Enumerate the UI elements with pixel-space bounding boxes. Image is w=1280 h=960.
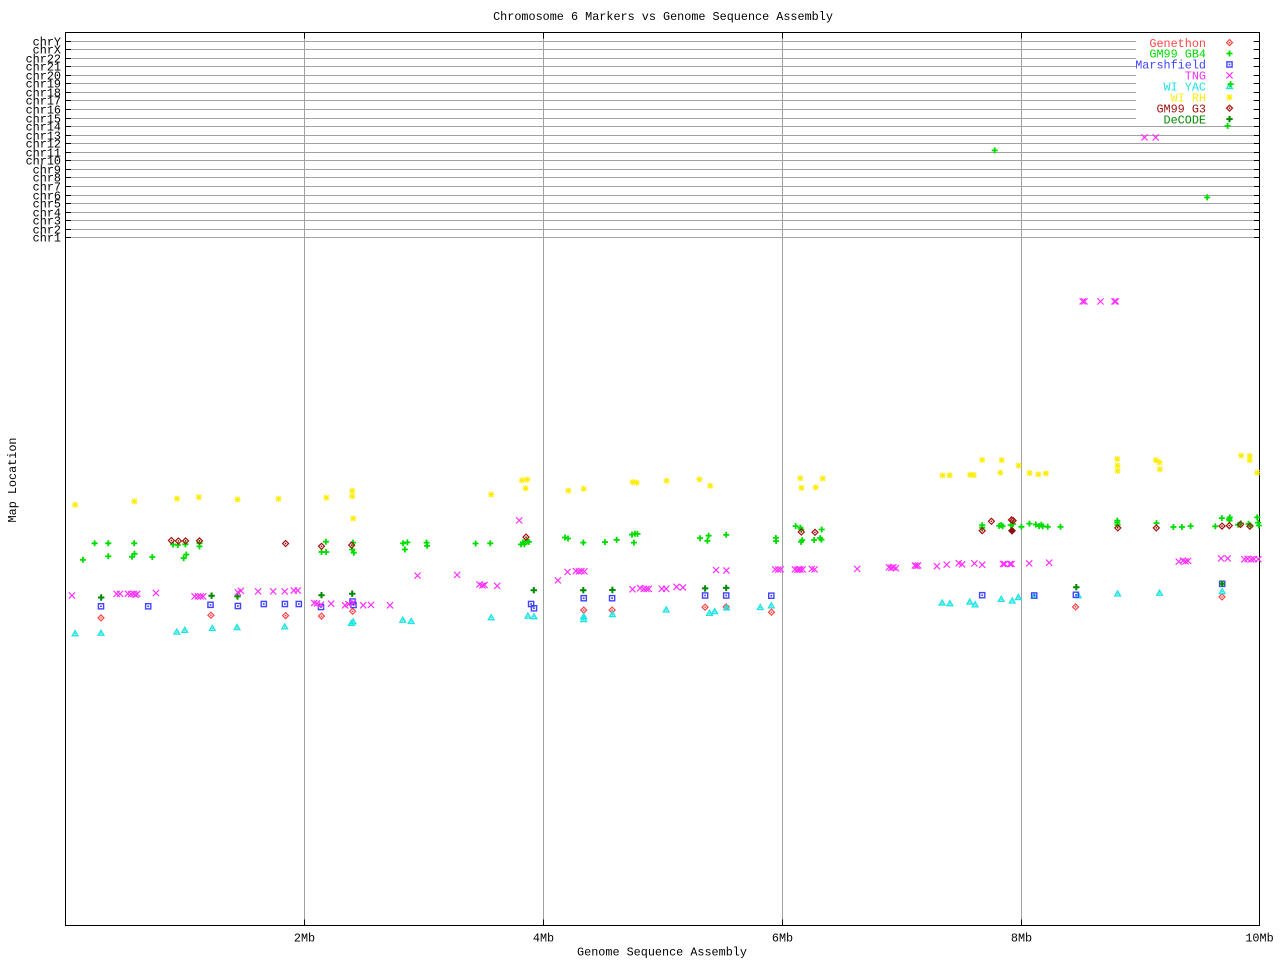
svg-text:Marshfield: Marshfield xyxy=(1135,59,1206,73)
svg-text:chr6: chr6 xyxy=(33,190,61,204)
svg-text:chr22: chr22 xyxy=(26,53,61,67)
svg-text:chr15: chr15 xyxy=(26,113,61,127)
svg-text:WI YAC: WI YAC xyxy=(1164,81,1206,95)
svg-text:chr10: chr10 xyxy=(26,155,61,169)
svg-text:2Mb: 2Mb xyxy=(294,932,315,946)
svg-text:chr3: chr3 xyxy=(33,215,61,229)
svg-text:8Mb: 8Mb xyxy=(1011,932,1032,946)
svg-text:chr2: chr2 xyxy=(33,224,61,238)
svg-text:chrY: chrY xyxy=(33,36,61,50)
svg-text:chr21: chr21 xyxy=(26,61,61,75)
svg-text:chr16: chr16 xyxy=(26,104,61,118)
svg-text:4Mb: 4Mb xyxy=(533,932,554,946)
svg-text:chr12: chr12 xyxy=(26,138,61,152)
svg-text:chr8: chr8 xyxy=(33,172,61,186)
svg-text:chr13: chr13 xyxy=(26,130,61,144)
svg-text:chr18: chr18 xyxy=(26,87,61,101)
svg-text:chr1: chr1 xyxy=(33,232,61,246)
svg-text:chr11: chr11 xyxy=(26,147,61,161)
svg-text:Map Location: Map Location xyxy=(6,438,20,523)
svg-text:GM99 GB4: GM99 GB4 xyxy=(1149,48,1206,62)
svg-text:10Mb: 10Mb xyxy=(1245,932,1273,946)
svg-text:GM99 G3: GM99 G3 xyxy=(1156,102,1206,116)
svg-text:WI RH: WI RH xyxy=(1171,91,1206,105)
svg-text:chrX: chrX xyxy=(33,44,61,58)
svg-text:chr5: chr5 xyxy=(33,198,61,212)
svg-text:Genome Sequence Assembly: Genome Sequence Assembly xyxy=(577,946,747,960)
svg-text:DeCODE: DeCODE xyxy=(1164,113,1206,127)
svg-text:chr14: chr14 xyxy=(26,121,61,135)
svg-text:TNG: TNG xyxy=(1185,70,1206,84)
svg-text:Genethon: Genethon xyxy=(1149,37,1206,51)
svg-text:chr17: chr17 xyxy=(26,95,61,109)
svg-text:chr20: chr20 xyxy=(26,70,61,84)
svg-text:chr19: chr19 xyxy=(26,78,61,92)
svg-text:6Mb: 6Mb xyxy=(772,932,793,946)
svg-text:chr4: chr4 xyxy=(33,207,61,221)
svg-text:Chromosome 6 Markers vs Genome: Chromosome 6 Markers vs Genome Sequence … xyxy=(493,10,833,24)
svg-text:chr9: chr9 xyxy=(33,164,61,178)
svg-text:chr7: chr7 xyxy=(33,181,61,195)
